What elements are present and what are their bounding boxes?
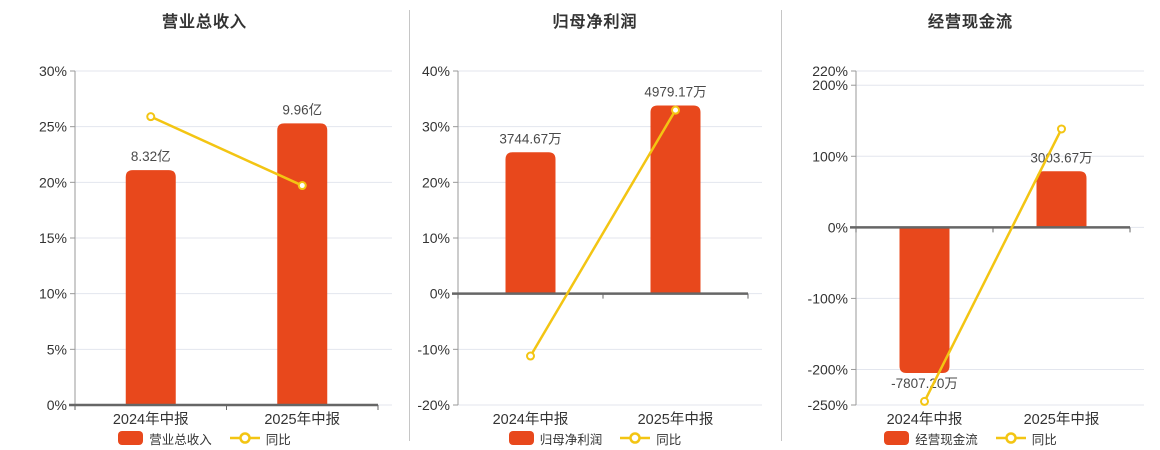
- y-tick-label: 100%: [812, 148, 848, 164]
- y-tick-label: 20%: [422, 174, 450, 190]
- panel-divider: [409, 10, 410, 441]
- y-tick-label: 20%: [39, 174, 67, 190]
- panel-divider: [781, 10, 782, 441]
- legend-item-line[interactable]: 同比: [229, 429, 291, 448]
- y-tick-label: 0%: [430, 286, 450, 302]
- chart-plot: 220%200% 100% 0% -100% -200% -250% -7807.20万 30…: [808, 63, 1144, 428]
- bar-value-label: -7807.20万: [891, 376, 958, 391]
- chart-panel-cash-flow: 220% 200% 100% 0% -100% -200% -250% -7807.20万 30…: [781, 0, 1160, 450]
- chart-title: 归母净利润: [552, 14, 638, 31]
- y-tick-label: -20%: [417, 397, 450, 413]
- chart-legend: 归母净利润 同比: [409, 429, 781, 447]
- x-tick-label: 2025年中报: [264, 411, 340, 428]
- y-tick-label: -100%: [808, 290, 848, 306]
- legend-label: 同比: [265, 432, 291, 447]
- legend-label: 同比: [656, 432, 682, 447]
- bar-legend-swatch-icon: [118, 431, 144, 445]
- trend-point[interactable]: [1057, 124, 1066, 134]
- chart-legend: 经营现金流 同比: [781, 429, 1160, 447]
- chart-plot: 40% 30% 20% 10% 0% -10% -20% 3744.67万 4979.17万 20…: [417, 63, 762, 428]
- bar[interactable]: [505, 152, 556, 294]
- y-tick-label: 10%: [39, 286, 67, 302]
- bar[interactable]: [125, 170, 176, 405]
- chart-title: 经营现金流: [927, 14, 1013, 31]
- trend-line: [923, 128, 1063, 402]
- trend-line: [529, 109, 677, 357]
- x-tick-label: 2024年中报: [113, 411, 189, 428]
- y-tick-label: -200%: [808, 361, 848, 377]
- line-legend-icon: [229, 432, 260, 444]
- y-tick-label: 5%: [47, 341, 67, 357]
- bar-value-label: 9.96亿: [282, 102, 322, 117]
- legend-item-bar[interactable]: 营业总收入: [118, 429, 212, 448]
- legend-item-bar[interactable]: 归母净利润: [508, 429, 603, 448]
- bar[interactable]: [277, 123, 328, 406]
- y-tick-label: 10%: [422, 230, 450, 246]
- bar-value-label: 3003.67万: [1030, 150, 1092, 165]
- legend-label: 同比: [1031, 432, 1057, 447]
- x-tick-label: 2024年中报: [887, 411, 963, 428]
- bar-value-label: 4979.17万: [644, 85, 706, 100]
- chart-title: 营业总收入: [161, 14, 247, 31]
- bar[interactable]: [650, 105, 701, 294]
- chart-plot: 30% 25% 20% 15% 10% 5% 0% 8.32亿 9.96亿 2024年中报 2025…: [39, 63, 392, 428]
- y-tick-label: 15%: [39, 230, 67, 246]
- y-tick-label: 40%: [422, 63, 450, 79]
- x-tick-label: 2025年中报: [1024, 411, 1100, 428]
- y-tick-label: 30%: [39, 63, 67, 79]
- line-legend-icon: [620, 432, 651, 444]
- bar[interactable]: [899, 227, 950, 374]
- legend-item-line[interactable]: 同比: [620, 429, 681, 448]
- y-tick-label: 0%: [828, 219, 848, 235]
- bar-value-label: 3744.67万: [499, 131, 561, 146]
- chart-panel-revenue: 30% 25% 20% 15% 10% 5% 0% 8.32亿 9.96亿 2024年中报 2025…: [0, 0, 409, 450]
- trend-point[interactable]: [146, 112, 156, 122]
- legend-label: 营业总收入: [149, 432, 212, 447]
- chart-legend: 营业总收入 同比: [0, 429, 409, 447]
- bar-value-label: 8.32亿: [131, 149, 171, 164]
- bar[interactable]: [1036, 171, 1087, 228]
- chart-panel-net-profit: 40% 30% 20% 10% 0% -10% -20% 3744.67万 4979.17万 20…: [409, 0, 781, 450]
- trend-point[interactable]: [671, 105, 680, 115]
- legend-item-bar[interactable]: 经营现金流: [884, 429, 978, 448]
- x-tick-label: 2024年中报: [493, 411, 569, 428]
- trend-point[interactable]: [526, 351, 535, 361]
- legend-label: 经营现金流: [915, 432, 978, 447]
- legend-item-line[interactable]: 同比: [995, 429, 1057, 448]
- y-tick-label: 0%: [47, 397, 67, 413]
- bar-legend-swatch-icon: [508, 431, 534, 445]
- legend-label: 归母净利润: [539, 432, 603, 447]
- bar-legend-swatch-icon: [884, 431, 910, 445]
- trend-point[interactable]: [920, 396, 929, 406]
- y-tick-label: 25%: [39, 119, 67, 135]
- line-legend-icon: [995, 432, 1026, 444]
- y-tick-label: -10%: [417, 341, 450, 357]
- y-tick-label: 200%: [812, 77, 848, 93]
- y-tick-label: -250%: [808, 397, 848, 413]
- y-tick-label: 30%: [422, 119, 450, 135]
- trend-point[interactable]: [297, 181, 307, 191]
- trend-line: [150, 115, 303, 187]
- y-tick-label: 220%: [812, 63, 848, 79]
- x-tick-label: 2025年中报: [638, 411, 714, 428]
